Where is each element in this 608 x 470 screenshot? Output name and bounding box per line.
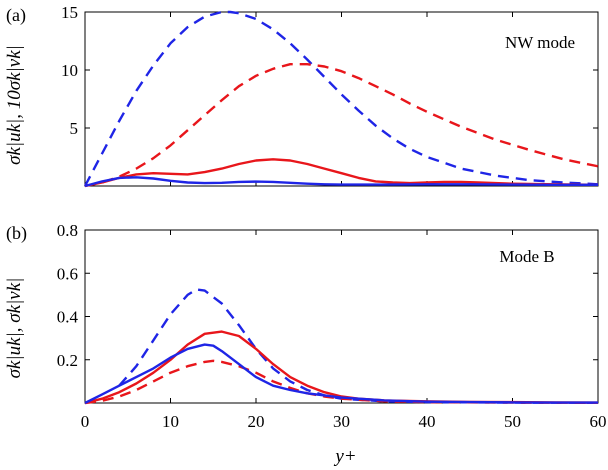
- x-axis-title: y+: [333, 446, 356, 467]
- blue-solid-series-line: [84, 176, 598, 188]
- y-tick-label: 10: [61, 61, 78, 80]
- x-tick-label: 0: [81, 412, 90, 431]
- y-tick-label: 5: [70, 119, 79, 138]
- y-tick-label: 0.6: [57, 264, 78, 283]
- x-tick-label: 20: [248, 412, 265, 431]
- blue-dashed-series-line: [83, 10, 599, 187]
- panel-label: (b): [6, 223, 27, 244]
- red-dashed-series-line: [84, 62, 599, 188]
- panel-a: 5 10 15 (a) NW mode σk|uk|, 10σk|vk|: [4, 3, 599, 188]
- x-tick-label: 10: [162, 412, 179, 431]
- y-tick-label: 0.2: [57, 351, 78, 370]
- red-solid-series-line: [84, 158, 599, 188]
- panel-b: 0 10 20 30 40 50 60 0.2 0.4 0.6 0.8 (b) Mode B σk|uk|…: [4, 221, 607, 431]
- y-axis-title: σk|uk|, 10σk|vk|: [4, 45, 25, 165]
- x-tick-label: 40: [419, 412, 436, 431]
- mode-annotation: NW mode: [505, 33, 575, 52]
- x-tick-label: 60: [590, 412, 607, 431]
- mode-annotation: Mode B: [499, 247, 554, 266]
- y-tick-label: 0.4: [57, 308, 79, 327]
- red-solid-series-line: [84, 330, 599, 405]
- y-tick-label: 15: [61, 3, 78, 22]
- y-axis-title: σk|uk|, σk|vk|: [4, 278, 25, 379]
- x-tick-label: 50: [504, 412, 521, 431]
- y-tick-label: 0.8: [57, 221, 78, 240]
- panel-label: (a): [6, 5, 26, 26]
- blue-dashed-series-line: [118, 288, 599, 404]
- x-tick-label: 30: [333, 412, 350, 431]
- red-dashed-series-line: [84, 359, 599, 405]
- blue-solid-series-line: [84, 343, 598, 405]
